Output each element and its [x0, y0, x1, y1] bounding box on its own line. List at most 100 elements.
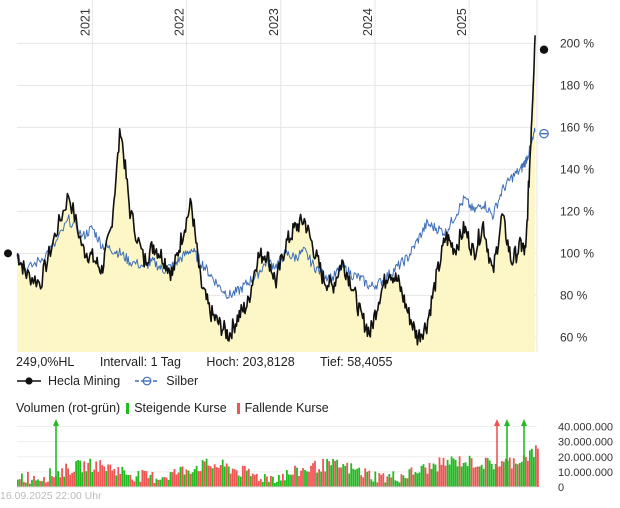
volume-bar-down [139, 481, 142, 487]
volume-bar-down [225, 463, 228, 487]
volume-tick-label: 20.000.000 [558, 452, 613, 464]
volume-bar-up [79, 460, 81, 487]
hecla-area-fill [17, 35, 536, 353]
volume-overflow-arrow [494, 419, 500, 426]
volume-tick-label: 0 [558, 482, 564, 494]
volume-bar-down [292, 474, 294, 487]
y-tick-label: 200 % [560, 36, 594, 50]
volume-bar-down [235, 470, 238, 487]
volume-bar-down [129, 474, 132, 487]
volume-bar-down [111, 470, 114, 487]
y-tick-label: 140 % [560, 162, 594, 176]
volume-bar-down [498, 466, 501, 487]
volume-bar-down [527, 460, 529, 487]
volume-bar-up [388, 474, 391, 487]
volume-bar-down [510, 468, 513, 487]
volume-bar-down [209, 466, 212, 487]
volume-bar-up [354, 469, 357, 487]
volume-bar-down [504, 458, 507, 487]
volume-bar-down [143, 470, 146, 487]
volume-bar-down [294, 465, 296, 487]
volume-bar-up [137, 470, 140, 487]
range-label: 249,0%HL [16, 355, 75, 369]
volume-bar-up [420, 465, 423, 487]
volume-bar-down [145, 471, 148, 487]
volume-bar-up [221, 459, 224, 487]
volume-bar-down [328, 461, 330, 487]
volume-bar-down [324, 471, 326, 487]
volume-bar-up [422, 464, 425, 487]
volume-bar-down [270, 476, 272, 487]
volume-bar-up [514, 463, 517, 487]
volume-bar-down [61, 468, 63, 487]
volume-bar-up [478, 466, 481, 487]
volume-bar-down [376, 482, 379, 487]
volume-bar-up [316, 472, 318, 487]
volume-bar-up [239, 476, 242, 487]
volume-bar-up [155, 478, 158, 487]
volume-bar-up [127, 475, 130, 487]
volume-bar-up [278, 474, 280, 487]
volume-bar-down [203, 461, 206, 487]
volume-bar-down [302, 468, 304, 487]
volume-bar-down [390, 477, 393, 487]
volume-bar-up [121, 466, 124, 487]
volume-bar-up [296, 467, 298, 487]
legend-item-hecla[interactable]: Hecla Mining [16, 374, 120, 388]
volume-bar-down [177, 472, 180, 487]
volume-bar-up [223, 466, 226, 487]
volume-bar-up [41, 481, 43, 487]
volume-bar-down [406, 478, 409, 487]
volume-tick-label: 40.000.000 [558, 422, 613, 434]
volume-bar-down [147, 478, 150, 487]
volume-tick-label: 30.000.000 [558, 437, 613, 449]
volume-bar-down [215, 467, 218, 487]
volume-bar-down [171, 472, 174, 487]
silber-line [16, 127, 536, 300]
legend-item-silber[interactable]: Silber [134, 374, 198, 388]
volume-bar-up [414, 472, 417, 487]
volume-bar-down [175, 474, 178, 487]
volume-bar-down [119, 474, 122, 487]
volume-title: Volumen (rot-grün) [16, 401, 121, 415]
volume-bar-down [199, 471, 202, 487]
volume-bar-down [107, 464, 110, 487]
x-axis-ticks: 2021 2022 2023 2024 2025 [78, 8, 469, 36]
volume-bar-down [428, 462, 431, 487]
volume-bar-up [263, 474, 266, 487]
volume-bar-up [193, 469, 196, 487]
volume-axis-ticks: 40.000.000 30.000.000 20.000.000 10.000.000… [558, 422, 613, 494]
interval-label: Intervall: 1 Tag [99, 355, 181, 369]
volume-bar-down [400, 474, 403, 487]
volume-bar-down [282, 473, 284, 487]
volume-bar-up [430, 468, 433, 487]
volume-bar-down [298, 476, 300, 487]
volume-bar-up [490, 463, 493, 487]
volume-bar-up [237, 475, 240, 487]
volume-bar-up [418, 472, 421, 487]
volume-bar-up [492, 469, 495, 487]
volume-bar-down [338, 467, 340, 487]
volume-bar-up [35, 480, 37, 487]
volume-bar-down [266, 476, 268, 487]
volume-bar-up [115, 475, 118, 487]
volume-bar-up [480, 464, 483, 487]
volume-up-label: Steigende Kurse [134, 401, 227, 415]
volume-bar-down [151, 472, 154, 487]
volume-bar-down [95, 461, 98, 487]
volume-bar-up [135, 476, 138, 487]
volume-bar-down [185, 469, 188, 487]
volume-bar-down [241, 465, 244, 487]
volume-bar-up [486, 458, 489, 487]
volume-bar-up [350, 463, 353, 487]
volume-bar-up [358, 467, 361, 487]
y-tick-label: 100 % [560, 246, 594, 260]
volume-bar-down [189, 473, 192, 487]
volume-bar-down [197, 471, 200, 487]
volume-bar-up [529, 450, 531, 487]
volume-bar-down [458, 456, 461, 487]
volume-bar-up [81, 472, 83, 487]
volume-bar-up [434, 464, 437, 487]
volume-bar-up [49, 468, 51, 487]
hecla-end-marker [539, 45, 549, 54]
